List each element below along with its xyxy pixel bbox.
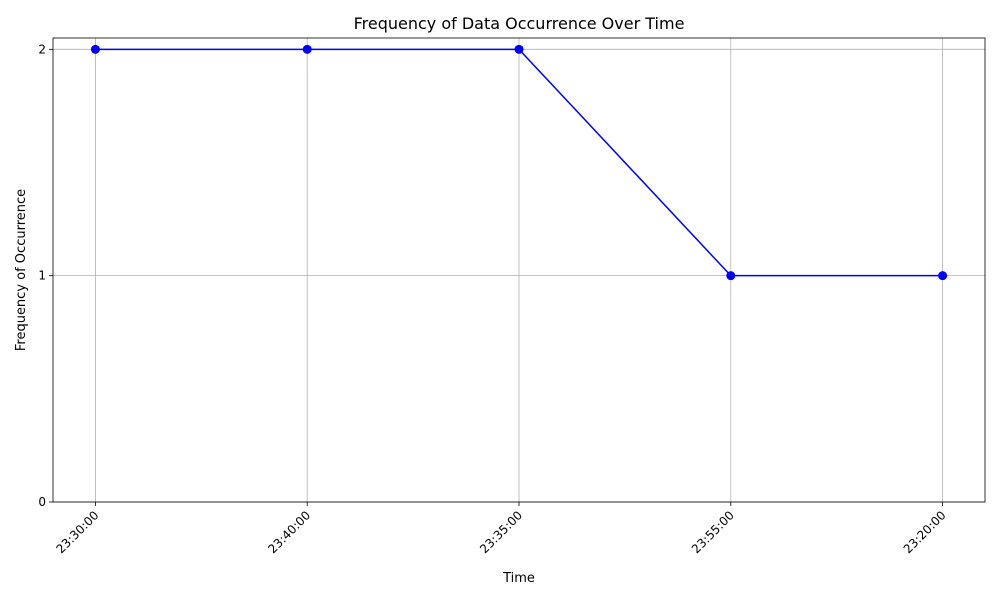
axes — [49, 37, 986, 506]
y-axis-label: Frequency of Occurrence — [14, 189, 29, 351]
x-axis-label: Time — [502, 571, 535, 586]
data-point — [90, 44, 100, 54]
x-tick-label: 23:35:00 — [477, 508, 525, 556]
x-tick-label: 23:20:00 — [901, 508, 949, 556]
y-tick-labels: 0 1 2 — [38, 42, 46, 509]
x-tick-label: 23:30:00 — [54, 508, 102, 556]
data-point — [514, 44, 524, 54]
y-tick-label: 2 — [38, 42, 46, 56]
chart-title: Frequency of Data Occurrence Over Time — [354, 14, 685, 33]
data-point — [726, 271, 736, 281]
data-point — [938, 271, 948, 281]
data-point — [302, 44, 312, 54]
grid-lines — [53, 38, 985, 503]
series-layer — [90, 44, 948, 281]
y-tick-label: 1 — [38, 269, 46, 283]
y-tick-label: 0 — [38, 495, 46, 509]
x-tick-labels: 23:30:00 23:40:00 23:35:00 23:55:00 23:20:00 — [54, 508, 949, 556]
x-tick-label: 23:40:00 — [265, 508, 313, 556]
plot-frame — [52, 37, 986, 503]
x-tick-label: 23:55:00 — [689, 508, 737, 556]
